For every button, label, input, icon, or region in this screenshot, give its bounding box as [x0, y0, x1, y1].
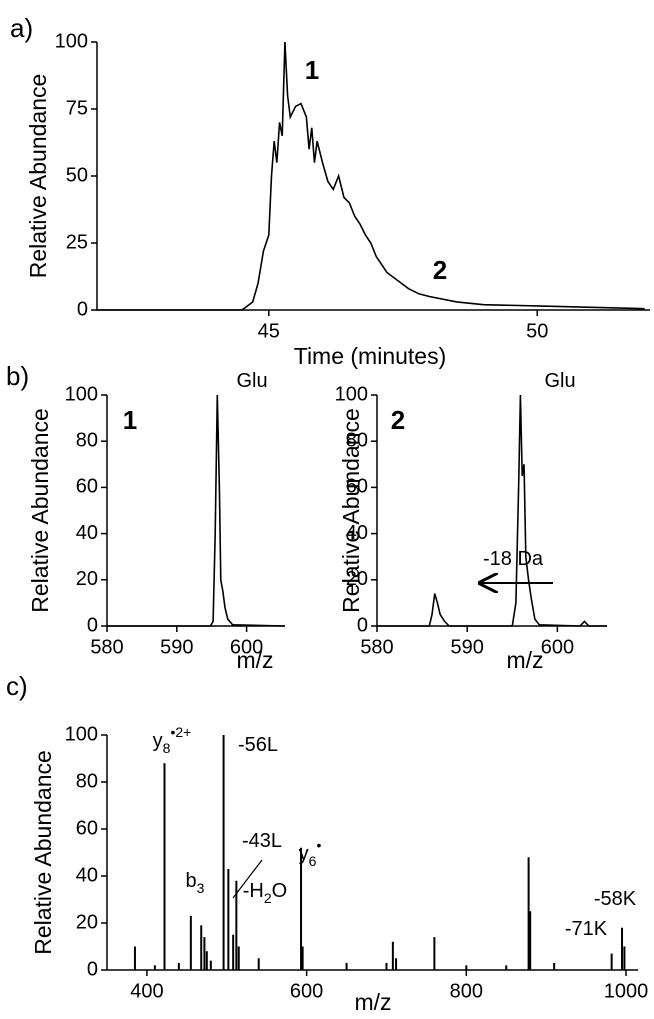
annotation-text: 2 [391, 405, 405, 435]
y-tick-label: 75 [66, 97, 88, 119]
annotation-text: -56L [238, 734, 278, 756]
annotation-text: -58K [594, 888, 637, 910]
x-tick-label: 400 [130, 980, 163, 1002]
y-tick-label: 50 [66, 164, 88, 186]
x-tick-label: 600 [541, 636, 574, 658]
data-line [377, 394, 607, 627]
annotation-sub: 6 [309, 853, 317, 869]
annotation-text: Glu [544, 370, 575, 392]
x-tick-label: 50 [526, 320, 548, 342]
y-tick-label: 40 [346, 522, 368, 544]
annotation-sub: 2 [264, 890, 272, 906]
y-tick-label: 60 [346, 476, 368, 498]
y-tick-label: 20 [76, 568, 98, 590]
annotation-text: y [153, 730, 163, 752]
annotation-text: b [186, 870, 197, 892]
panel-label: a) [10, 13, 33, 43]
y-tick-label: 100 [65, 383, 98, 405]
panel-label: c) [6, 671, 28, 701]
y-tick-label: 40 [76, 864, 98, 886]
annotation: Glu [236, 370, 267, 392]
y-tick-label: 80 [76, 429, 98, 451]
annotation-text: Glu [236, 370, 267, 392]
annotation-sup: • [316, 837, 321, 853]
annotation-text: 1 [305, 55, 319, 85]
y-tick-label: 100 [335, 383, 368, 405]
panel-label: b) [6, 361, 29, 391]
annotation: 1 [305, 55, 319, 85]
y-axis-title: Relative Abundance [27, 408, 53, 613]
annotation: -58K [594, 888, 637, 910]
y-tick-label: 60 [76, 476, 98, 498]
annotation-text: -18 Da [483, 548, 544, 570]
x-tick-label: 590 [160, 636, 193, 658]
y-axis-title: Relative Abundance [30, 750, 56, 955]
data-line [107, 394, 286, 627]
y-tick-label: 0 [87, 614, 98, 636]
x-tick-label: 580 [90, 636, 123, 658]
y-tick-label: 60 [76, 817, 98, 839]
annotation-text: -71K [565, 918, 608, 940]
annotation: y8•2+ [153, 724, 192, 756]
annotation: -56L [238, 734, 278, 756]
y-tick-label: 0 [87, 958, 98, 980]
annotation-tail: O [272, 880, 288, 902]
y-tick-label: 25 [66, 231, 88, 253]
annotation: 1 [123, 405, 137, 435]
x-tick-label: 580 [360, 636, 393, 658]
annotation: Glu [544, 370, 575, 392]
y-tick-label: 20 [346, 568, 368, 590]
annotation-sub: 3 [197, 880, 205, 896]
annotation-text: 2 [433, 255, 447, 285]
annotation-sub: 8 [163, 740, 171, 756]
x-tick-label: 590 [451, 636, 484, 658]
annotation: 2 [391, 405, 405, 435]
y-tick-label: 80 [346, 429, 368, 451]
annotation: 2 [433, 255, 447, 285]
annotation-text: 1 [123, 405, 137, 435]
annotation-sup: •2+ [170, 724, 191, 740]
x-tick-label: 600 [290, 980, 323, 1002]
annotation: -71K [565, 918, 608, 940]
y-axis-title: Relative Abundance [338, 408, 364, 613]
data-line [97, 41, 645, 311]
y-tick-label: 0 [357, 614, 368, 636]
axis [106, 735, 638, 971]
y-tick-label: 20 [76, 911, 98, 933]
x-axis-title: m/z [236, 647, 273, 673]
x-tick-label: 800 [450, 980, 483, 1002]
label-leader [232, 859, 263, 899]
annotation-text: -H [243, 880, 264, 902]
annotation-text: -43L [242, 830, 282, 852]
annotation: b3 [186, 870, 205, 895]
y-tick-label: 0 [77, 298, 88, 320]
annotation: y6• [299, 837, 322, 869]
y-tick-label: 100 [55, 30, 88, 52]
annotation: -18 Da [483, 548, 544, 570]
y-tick-label: 80 [76, 770, 98, 792]
y-axis-title: Relative Abundance [25, 74, 51, 279]
y-tick-label: 100 [65, 723, 98, 745]
y-tick-label: 40 [76, 522, 98, 544]
x-tick-label: 1000 [604, 980, 649, 1002]
x-axis-title: Time (minutes) [294, 343, 447, 369]
axis [376, 395, 607, 627]
x-tick-label: 600 [230, 636, 263, 658]
annotation: -H2O [243, 880, 287, 905]
annotation: -43L [242, 830, 282, 852]
x-axis-title: m/z [354, 989, 391, 1015]
x-axis-title: m/z [506, 647, 543, 673]
axis [96, 42, 650, 311]
annotation-text: y [299, 843, 309, 865]
x-tick-label: 45 [258, 320, 280, 342]
